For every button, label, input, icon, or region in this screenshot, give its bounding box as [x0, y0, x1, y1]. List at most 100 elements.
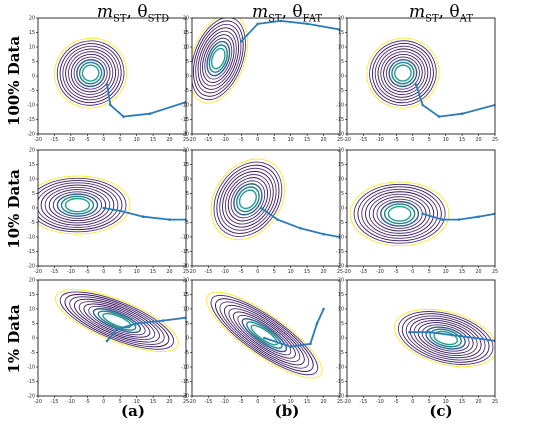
- contour-level-9: [236, 186, 260, 213]
- trajectory-line: [106, 316, 186, 342]
- y-tick-label: 5: [186, 321, 189, 327]
- contour-level-10: [433, 330, 459, 346]
- trajectory-point-2: [141, 215, 145, 218]
- x-tick-label: 20: [167, 137, 173, 143]
- trajectory-point-3: [168, 218, 171, 221]
- contour-level-0: [192, 18, 249, 104]
- x-tick-label: 20: [321, 399, 327, 405]
- y-tick-label: 20: [29, 148, 35, 154]
- contour-level-6: [372, 196, 427, 232]
- y-tick-label: -15: [27, 379, 35, 385]
- trajectory-point-0: [263, 336, 266, 340]
- x-tick-label: 20: [476, 269, 482, 275]
- contour-level-2: [215, 298, 314, 372]
- contour-level-1: [397, 311, 494, 365]
- y-tick-label: -15: [336, 117, 344, 123]
- y-tick-label: 15: [29, 162, 35, 168]
- x-tick-label: -5: [394, 399, 399, 405]
- contour-level-1: [369, 40, 437, 106]
- x-tick-label: 0: [102, 137, 105, 143]
- contour-level-2: [401, 313, 490, 363]
- x-tick-label: 5: [273, 137, 276, 143]
- x-tick-label: -20: [343, 269, 351, 275]
- x-tick-label: 5: [428, 269, 431, 275]
- contour-panel-1: -20 -15 -10 -5 0 5 10 15 20 -20 -15 -10 -5 0 5 10 15 20 25: [181, 16, 343, 143]
- y-tick-label: -10: [336, 235, 344, 241]
- contour-level-7: [237, 314, 292, 356]
- y-tick-label: -10: [27, 365, 35, 371]
- contour-level-3: [361, 188, 438, 239]
- contour-level-8: [241, 317, 288, 353]
- contour-level-9: [97, 310, 137, 331]
- contour-level-3: [38, 182, 119, 228]
- trajectory-point-2: [135, 322, 138, 325]
- x-tick-label: 5: [119, 399, 122, 405]
- x-tick-label: 25: [492, 399, 498, 405]
- y-tick-label: 20: [29, 278, 35, 284]
- x-tick-label: 0: [256, 399, 259, 405]
- y-tick-label: -15: [27, 117, 35, 123]
- x-tick-label: -10: [376, 269, 384, 275]
- x-tick-label: 10: [443, 269, 449, 275]
- contour-level-3: [219, 167, 277, 231]
- y-tick-label: 0: [186, 336, 189, 342]
- contour-level-4: [377, 48, 429, 98]
- x-tick-label: -20: [34, 399, 42, 405]
- y-tick-label: 15: [338, 162, 344, 168]
- y-tick-label: 0: [32, 74, 35, 80]
- y-tick-label: 15: [29, 30, 35, 36]
- trajectory-point-0: [421, 212, 424, 216]
- y-tick-label: 15: [183, 30, 189, 36]
- contour-level-5: [224, 174, 271, 225]
- x-tick-label: -15: [360, 137, 368, 143]
- contour-level-7: [204, 37, 233, 80]
- contour-level-2: [38, 180, 123, 231]
- x-tick-label: 15: [150, 399, 156, 405]
- contour-level-6: [383, 53, 423, 93]
- y-tick-label: 5: [341, 59, 344, 65]
- trajectory-point-0: [240, 39, 243, 43]
- x-tick-label: 0: [102, 399, 105, 405]
- y-tick-label: 10: [338, 45, 344, 51]
- y-tick-label: 0: [341, 206, 344, 212]
- y-tick-label: 10: [183, 307, 189, 313]
- x-tick-label: -10: [67, 137, 75, 143]
- y-tick-label: 20: [338, 16, 344, 22]
- y-tick-label: -5: [184, 88, 189, 94]
- x-tick-label: -10: [67, 269, 75, 275]
- contour-level-2: [357, 186, 442, 242]
- x-tick-label: -15: [205, 399, 213, 405]
- contour-level-3: [219, 301, 310, 369]
- contour-level-5: [380, 51, 426, 96]
- x-tick-label: 5: [119, 137, 122, 143]
- x-tick-label: -5: [239, 269, 244, 275]
- y-tick-label: -20: [336, 132, 344, 138]
- contour-level-0: [349, 181, 450, 247]
- trajectory-point-2: [279, 19, 283, 23]
- y-tick-label: 5: [186, 191, 189, 197]
- x-tick-label: 0: [411, 399, 414, 405]
- y-tick-label: -10: [27, 235, 35, 241]
- contour-level-10: [102, 312, 132, 329]
- y-tick-label: 10: [183, 177, 189, 183]
- y-tick-label: -15: [336, 379, 344, 385]
- y-tick-label: -20: [336, 394, 344, 400]
- trajectory-point-1: [109, 103, 112, 107]
- x-tick-label: 20: [167, 399, 173, 405]
- contour-level-2: [59, 43, 122, 104]
- x-tick-label: -15: [205, 269, 213, 275]
- trajectory-point-1: [115, 328, 119, 331]
- y-tick-label: -20: [27, 264, 35, 270]
- x-tick-label: -10: [67, 399, 75, 405]
- contour-level-2: [216, 164, 280, 234]
- contour-level-6: [202, 34, 235, 83]
- contour-level-10: [394, 64, 412, 82]
- contour-level-6: [70, 53, 111, 93]
- contour-level-0: [393, 308, 495, 368]
- trajectory-point-1: [421, 103, 424, 107]
- x-tick-label: 15: [459, 137, 465, 143]
- y-tick-label: 5: [341, 321, 344, 327]
- y-tick-label: 5: [186, 59, 189, 65]
- x-tick-label: 15: [459, 399, 465, 405]
- trajectory-point-2: [299, 227, 302, 230]
